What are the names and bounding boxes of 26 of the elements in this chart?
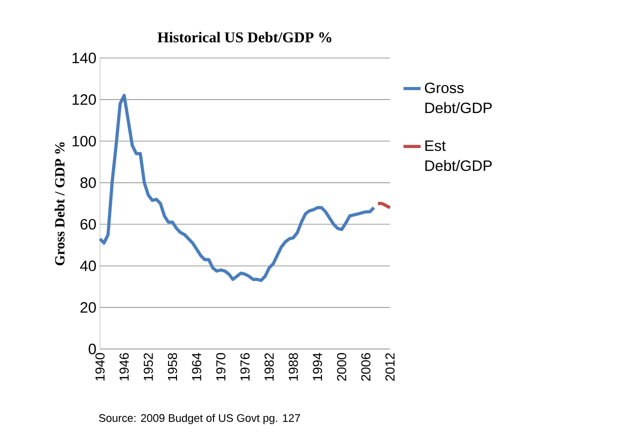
x-tick-label: 1946: [120, 353, 129, 380]
y-tick-label: 80: [80, 177, 96, 188]
y-tick-label: 20: [80, 302, 96, 313]
legend-label: Est Debt/GDP: [425, 140, 492, 172]
y-axis-title: Gross Debt / GDP %: [54, 142, 65, 266]
y-tick-label: 0: [88, 344, 96, 354]
x-tick-label: 1976: [240, 353, 250, 380]
x-tick-label: 1994: [312, 352, 322, 380]
legend-label: Gross Debt/GDP: [424, 82, 492, 114]
source-note: Source: 2009 Budget of US Govt pg. 127: [99, 414, 300, 424]
chart-title: Historical US Debt/GDP %: [158, 32, 332, 42]
y-tick-label: 100: [72, 136, 96, 146]
x-tick-label: 1952: [144, 353, 153, 380]
y-tick-label: 40: [80, 260, 96, 272]
x-tick-label: 1940: [95, 353, 105, 380]
x-tick-label: 1982: [264, 353, 274, 380]
x-tick-label: 1964: [192, 352, 202, 380]
x-tick-label: 1970: [216, 353, 226, 380]
x-tick-label: 1958: [168, 353, 178, 380]
x-tick-label: 1988: [288, 353, 298, 380]
x-tick-label: 2012: [385, 353, 395, 381]
x-tick-label: 2006: [361, 353, 370, 381]
y-tick-label: 60: [80, 218, 96, 230]
y-tick-label: 140: [72, 52, 96, 64]
y-tick-label: 120: [72, 94, 96, 105]
x-tick-label: 2000: [337, 353, 346, 381]
